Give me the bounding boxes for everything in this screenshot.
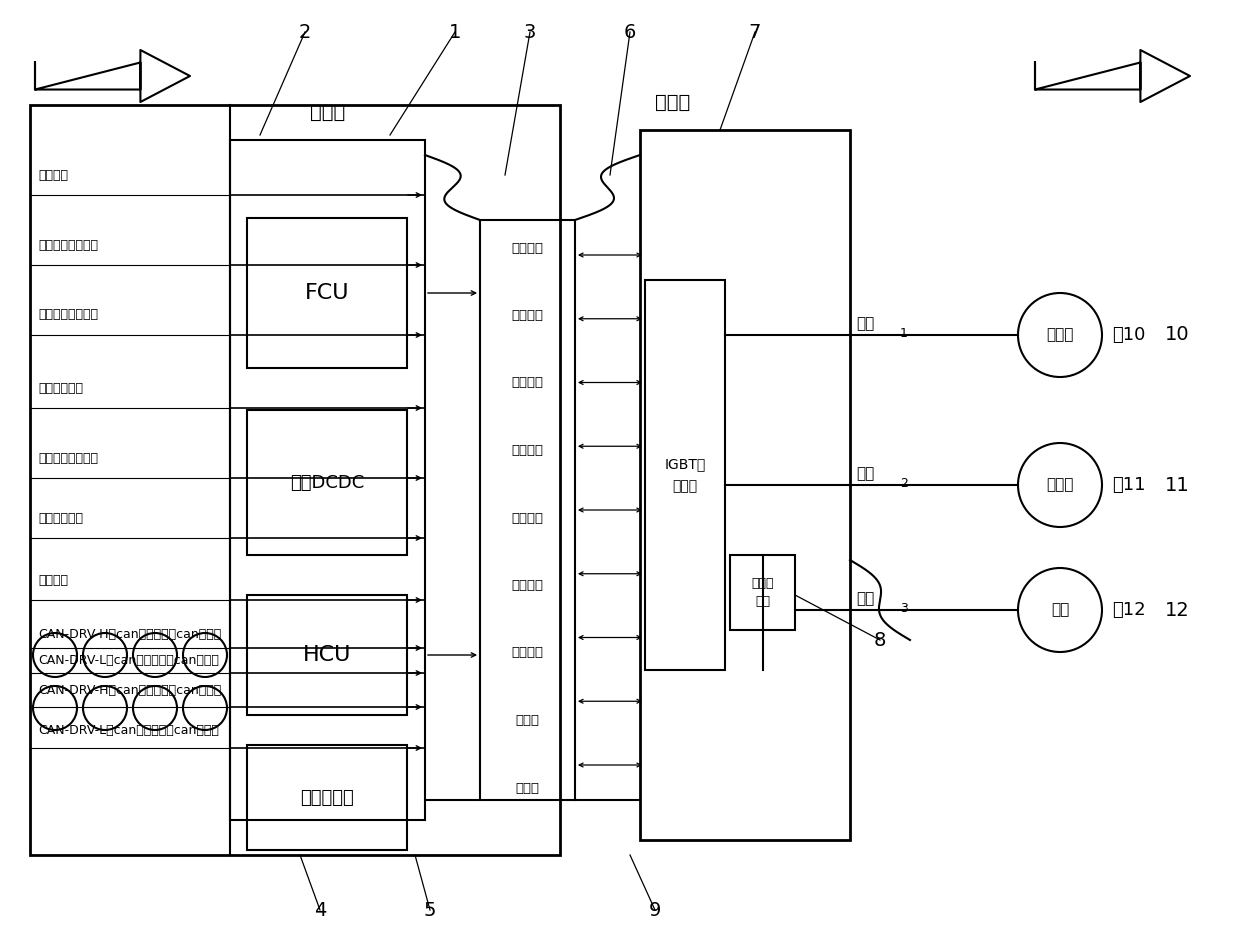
Text: 电器: 电器	[755, 595, 770, 608]
Text: 控制板: 控制板	[310, 103, 345, 122]
Text: 集、控: 集、控	[516, 714, 539, 727]
Text: 驱动电路: 驱动电路	[511, 444, 543, 457]
Bar	[480, 220, 575, 800]
Text: 4: 4	[314, 901, 326, 919]
Text: 热管理系统: 热管理系统	[300, 789, 353, 807]
Text: 氢气温度压力输入: 氢气温度压力输入	[38, 239, 98, 252]
Text: 2: 2	[900, 477, 908, 490]
Text: CAN-DRV-H（can高，接整车can网络）: CAN-DRV-H（can高，接整车can网络）	[38, 629, 221, 641]
Text: CAN-DRV-L（can低，接整车can网络）: CAN-DRV-L（can低，接整车can网络）	[38, 653, 219, 666]
Text: 电压监测: 电压监测	[511, 309, 543, 322]
Text: 氢气压力输入: 氢气压力输入	[38, 511, 83, 525]
Text: CAN-DRV-H（can高，接整车can网络）: CAN-DRV-H（can高，接整车can网络）	[38, 683, 221, 697]
Text: 制电路: 制电路	[516, 781, 539, 794]
Polygon shape	[1035, 50, 1190, 102]
Text: 12: 12	[1166, 601, 1189, 619]
Text: 6: 6	[624, 23, 636, 41]
Bar	[640, 130, 849, 840]
Text: 集电路和: 集电路和	[511, 579, 543, 592]
Text: 升压DCDC: 升压DCDC	[290, 474, 365, 492]
Text: 低压输入: 低压输入	[38, 168, 68, 181]
Bar	[30, 105, 560, 855]
Text: 1: 1	[449, 23, 461, 41]
Text: CAN-DRV-L（can低，接整车can网络）: CAN-DRV-L（can低，接整车can网络）	[38, 724, 219, 737]
Text: ～11: ～11	[1112, 476, 1146, 494]
Text: ～10: ～10	[1112, 326, 1146, 344]
Text: 9: 9	[649, 901, 661, 919]
Text: 1: 1	[900, 327, 908, 340]
Text: 11: 11	[1166, 476, 1189, 494]
Text: 功率板: 功率板	[655, 93, 691, 112]
Text: 水泵: 水泵	[1050, 603, 1069, 618]
Bar	[247, 745, 407, 850]
Bar	[247, 410, 407, 555]
Polygon shape	[35, 50, 190, 102]
Text: 输出: 输出	[856, 316, 874, 331]
Text: 3: 3	[900, 602, 908, 615]
Text: 5: 5	[424, 901, 436, 919]
Text: HCU: HCU	[303, 645, 351, 665]
Bar	[645, 280, 725, 670]
Text: 率元件: 率元件	[672, 479, 698, 493]
Text: IGBT功: IGBT功	[665, 457, 706, 471]
Bar	[247, 218, 407, 368]
Bar	[247, 595, 407, 715]
Text: 电流监测: 电流监测	[511, 377, 543, 389]
Text: FCU: FCU	[305, 283, 350, 303]
Text: 7: 7	[749, 23, 761, 41]
Text: 温度监测: 温度监测	[511, 242, 543, 255]
Text: 水泵继: 水泵继	[751, 577, 774, 590]
Bar	[730, 555, 795, 630]
Text: 10: 10	[1166, 325, 1189, 344]
Text: 氢气泄漏浓度检测: 氢气泄漏浓度检测	[38, 451, 98, 464]
Text: 输出: 输出	[856, 591, 874, 606]
Text: 3: 3	[523, 23, 536, 41]
Text: 节气门: 节气门	[1047, 327, 1074, 342]
Text: 水温输入: 水温输入	[38, 573, 68, 587]
Text: 空气流量输入: 空气流量输入	[38, 382, 83, 395]
Text: 2: 2	[299, 23, 311, 41]
Text: 数字量采: 数字量采	[511, 511, 543, 525]
Text: 空气温度压力输入: 空气温度压力输入	[38, 308, 98, 321]
Text: 氢瓶阀: 氢瓶阀	[1047, 478, 1074, 493]
Text: 8: 8	[874, 631, 887, 650]
Bar	[229, 140, 425, 820]
Text: 模拟量采: 模拟量采	[511, 647, 543, 660]
Text: 输出: 输出	[856, 466, 874, 481]
Text: ～12: ～12	[1112, 601, 1146, 619]
